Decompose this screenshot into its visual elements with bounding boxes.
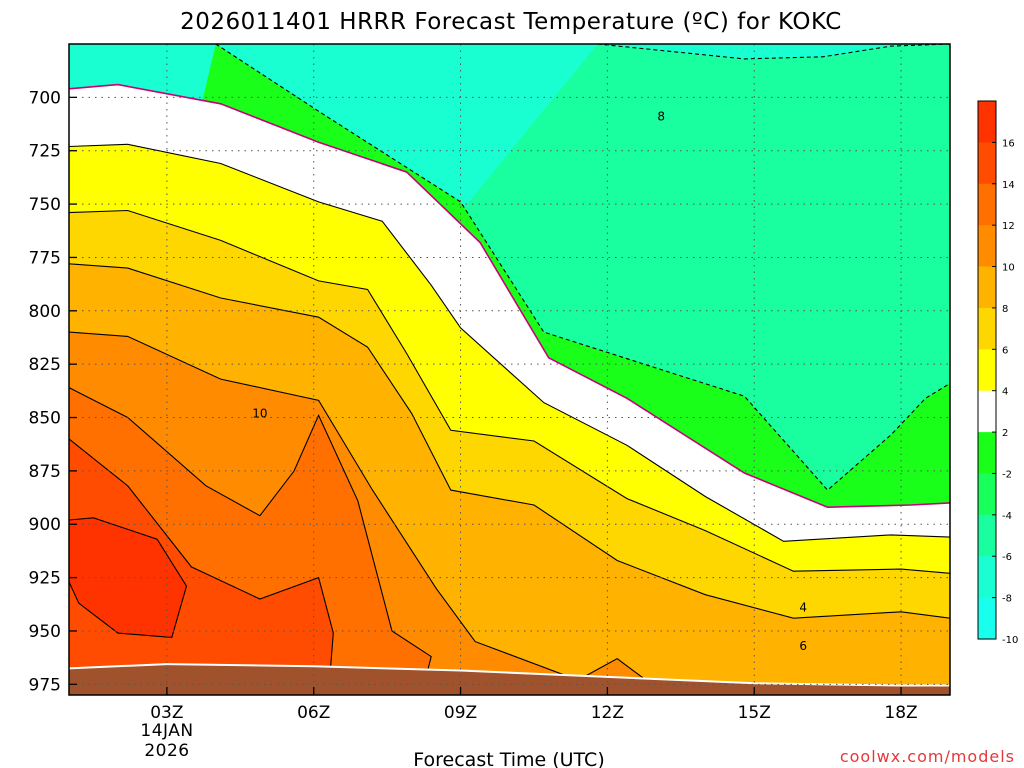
legend-swatch bbox=[978, 556, 996, 599]
y-axis: 700 725 750 775 800 825 850 875 900 925 950 975 bbox=[29, 88, 77, 695]
x-tick-label: 09Z bbox=[444, 703, 477, 723]
legend-swatch bbox=[978, 390, 996, 433]
contour-line bbox=[69, 517, 188, 638]
legend-tick-label: -6 bbox=[1002, 552, 1012, 563]
x-axis-label: Forecast Time (UTC) bbox=[413, 749, 604, 768]
legend-swatch bbox=[978, 266, 996, 309]
contour-label: 10 bbox=[252, 406, 267, 420]
legend-swatch bbox=[978, 349, 996, 392]
color-legend: 16 14 12 10 8 6 4 2 -2 -4 -6 -8 -10 bbox=[977, 100, 1018, 646]
legend-swatch bbox=[978, 597, 996, 640]
legend-tick-label: 14 bbox=[1002, 180, 1015, 191]
y-tick-label: 950 bbox=[29, 622, 61, 642]
y-tick-label: 800 bbox=[29, 302, 61, 322]
contour-fill-layer bbox=[69, 44, 950, 695]
contour-line bbox=[69, 143, 950, 542]
y-tick-label: 925 bbox=[29, 569, 61, 589]
legend-frame bbox=[977, 100, 997, 640]
contour-label: 8 bbox=[657, 110, 665, 124]
y-tick-label: 900 bbox=[29, 515, 61, 535]
legend-swatch bbox=[978, 225, 996, 268]
y-tick-label: 700 bbox=[29, 88, 61, 108]
plot-frame bbox=[68, 43, 951, 696]
x-tick-label: 18Z bbox=[884, 703, 917, 723]
contour-label: 4 bbox=[799, 600, 807, 614]
contour-line bbox=[597, 44, 950, 60]
legend-tick-label: 16 bbox=[1002, 138, 1015, 149]
x-tick-label: 12Z bbox=[591, 703, 624, 723]
legend-tick-label: -2 bbox=[1002, 469, 1012, 480]
legend-tick-label: -8 bbox=[1002, 594, 1012, 605]
legend-swatch bbox=[978, 514, 996, 557]
contour-line bbox=[69, 331, 667, 695]
y-tick-label: 725 bbox=[29, 142, 61, 162]
contour-line bbox=[69, 209, 950, 574]
legend-tick-label: 8 bbox=[1002, 304, 1008, 315]
contour-label: 6 bbox=[799, 639, 807, 653]
legend-swatch bbox=[978, 101, 996, 143]
legend-tick-label: 6 bbox=[1002, 345, 1008, 356]
contour-line bbox=[69, 387, 432, 695]
legend-swatch bbox=[978, 432, 996, 475]
contour-line bbox=[215, 44, 950, 491]
legend-tick-label: 12 bbox=[1002, 221, 1015, 232]
contour-lines-layer bbox=[69, 44, 950, 695]
site-credit: coolwx.com/models bbox=[840, 747, 1015, 766]
x-tick-label: 06Z bbox=[297, 703, 330, 723]
chart-title: 2026011401 HRRR Forecast Temperature (ºC… bbox=[180, 9, 842, 35]
y-tick-label: 975 bbox=[29, 675, 61, 695]
x-tick-label: 15Z bbox=[738, 703, 771, 723]
grid-lines bbox=[69, 44, 950, 695]
y-tick-label: 775 bbox=[29, 248, 61, 268]
date-label-day: 14JAN bbox=[140, 721, 193, 741]
contour-line bbox=[69, 438, 334, 695]
legend-swatch bbox=[978, 307, 996, 350]
legend-tick-label: -10 bbox=[1002, 635, 1018, 646]
ground-surface bbox=[69, 665, 950, 695]
legend-tick-label: -4 bbox=[1002, 511, 1012, 522]
contour-labels: 8 10 4 6 bbox=[252, 110, 807, 653]
x-axis: 03Z 06Z 09Z 12Z 15Z 18Z bbox=[150, 687, 918, 723]
legend-swatch bbox=[978, 183, 996, 226]
legend-swatch bbox=[978, 473, 996, 516]
legend-tick-label: 10 bbox=[1002, 263, 1015, 274]
legend-tick-label: 4 bbox=[1002, 387, 1008, 398]
y-tick-label: 750 bbox=[29, 195, 61, 215]
contour-line bbox=[69, 263, 950, 619]
legend-swatch bbox=[978, 142, 996, 185]
y-tick-label: 825 bbox=[29, 355, 61, 375]
y-tick-label: 850 bbox=[29, 409, 61, 429]
x-tick-label: 03Z bbox=[150, 703, 183, 723]
date-label-year: 2026 bbox=[144, 741, 189, 761]
contour-line bbox=[69, 83, 950, 509]
y-tick-label: 875 bbox=[29, 462, 61, 482]
legend-tick-label: 2 bbox=[1002, 428, 1008, 439]
